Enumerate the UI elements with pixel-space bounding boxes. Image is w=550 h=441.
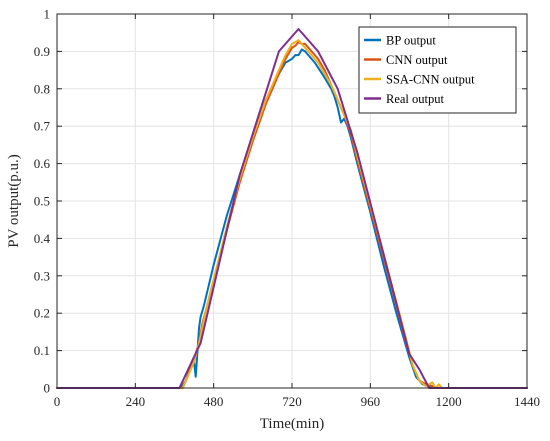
series-line-1 bbox=[56, 48, 528, 389]
y-tick-label: 1 bbox=[44, 7, 51, 22]
x-tick-labels: 0 240 480 720 960 1200 1440 bbox=[54, 394, 540, 409]
y-axis-title: PV output(p.u.) bbox=[6, 154, 22, 247]
legend-label: CNN output bbox=[386, 53, 448, 67]
legend: BP output CNN output SSA-CNN output Real ou… bbox=[358, 26, 517, 114]
series-line-3 bbox=[56, 39, 528, 389]
x-tick-label: 1440 bbox=[514, 394, 540, 409]
legend-label: SSA-CNN output bbox=[386, 73, 475, 87]
x-tick-label: 1200 bbox=[436, 394, 462, 409]
axis-ticks bbox=[56, 13, 528, 389]
y-tick-labels: 0 0.1 0.2 0.3 0.4 0.5 0.6 0.7 0.8 0.9 1 bbox=[34, 7, 51, 396]
x-tick-label: 0 bbox=[54, 394, 61, 409]
series-line-4 bbox=[56, 28, 528, 389]
y-tick-label: 0.6 bbox=[34, 156, 51, 171]
x-axis-title: Time(min) bbox=[260, 416, 324, 432]
x-tick-label: 960 bbox=[361, 394, 381, 409]
legend-label: BP output bbox=[386, 34, 436, 48]
legend-label: Real output bbox=[386, 92, 445, 106]
x-tick-label: 240 bbox=[126, 394, 146, 409]
series-lines bbox=[56, 28, 528, 389]
y-tick-label: 0.1 bbox=[34, 343, 50, 358]
y-tick-label: 0 bbox=[44, 381, 51, 396]
y-tick-label: 0.7 bbox=[34, 119, 51, 134]
y-tick-label: 0.4 bbox=[34, 231, 51, 246]
y-tick-label: 0.2 bbox=[34, 306, 50, 321]
y-tick-label: 0.8 bbox=[34, 81, 50, 96]
y-tick-label: 0.9 bbox=[34, 44, 50, 59]
legend-box bbox=[358, 26, 517, 114]
x-tick-label: 480 bbox=[204, 394, 224, 409]
y-tick-label: 0.5 bbox=[34, 194, 50, 209]
x-tick-label: 720 bbox=[282, 394, 302, 409]
y-tick-label: 0.3 bbox=[34, 268, 50, 283]
